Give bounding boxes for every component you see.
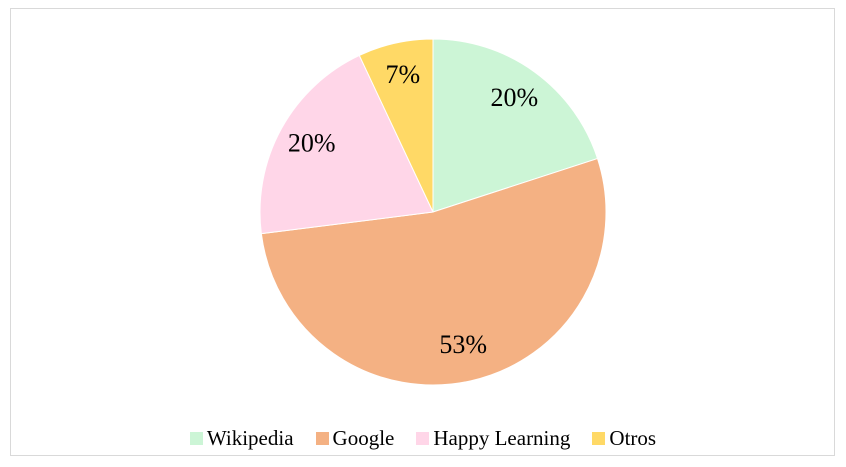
pie-slice (432, 38, 599, 213)
legend-label: Otros (609, 426, 657, 450)
slice-label: 53% (439, 330, 487, 359)
legend-swatch (592, 432, 606, 445)
legend-item: Wikipedia (189, 426, 294, 451)
legend-swatch (315, 432, 329, 445)
legend-label: Happy Learning (433, 426, 571, 450)
legend-item: Otros (592, 426, 656, 451)
legend-swatch (189, 432, 203, 445)
pie-slice (259, 54, 434, 235)
slice-label: 20% (491, 83, 539, 112)
legend-label: Wikipedia (206, 426, 294, 450)
legend-swatch (416, 432, 430, 445)
legend-item: Google (315, 426, 395, 451)
slice-label: 20% (288, 128, 336, 157)
legend-item: Happy Learning (416, 426, 570, 451)
legend-label: Google (332, 426, 395, 450)
pie-slice (358, 38, 434, 213)
legend: Wikipedia Google Happy Learning Otros (0, 426, 846, 451)
pie-slice (260, 157, 607, 386)
chart-frame (10, 8, 835, 456)
slice-label: 7% (385, 60, 420, 89)
